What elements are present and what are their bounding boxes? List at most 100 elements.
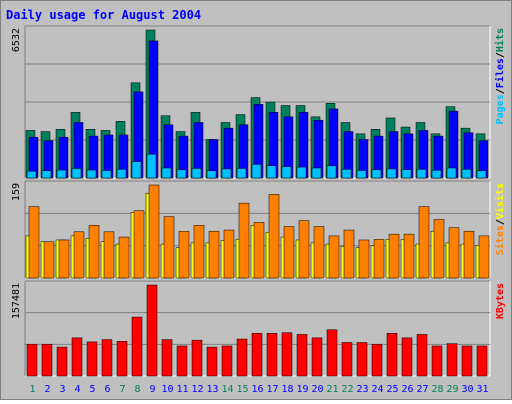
legend-sites-visits: Sites/Visits [494,183,506,255]
day-label-21: 21 [326,384,338,395]
bar-pages-day-8 [131,161,142,179]
day-label-3: 3 [59,384,65,395]
legend-item: / [495,52,506,58]
y-max-label: 157481 [11,283,22,319]
bar-kbytes-day-10 [161,339,173,377]
bar-pages-day-22 [341,169,352,179]
bar-sites-day-7 [118,236,130,279]
bar-sites-day-6 [103,231,115,279]
day-label-31: 31 [476,384,488,395]
bar-pages-day-11 [176,169,187,179]
bar-pages-day-10 [161,167,172,179]
bar-pages-day-13 [206,170,217,179]
bar-sites-day-12 [193,225,205,279]
bar-kbytes-day-18 [281,332,293,377]
bar-pages-day-9 [146,153,157,179]
bar-sites-day-4 [73,231,85,279]
bar-kbytes-day-7 [116,341,128,377]
bar-pages-day-30 [461,169,472,179]
bar-pages-day-20 [311,167,322,179]
bar-sites-day-1 [28,206,40,279]
bar-pages-day-2 [41,170,52,179]
bar-pages-day-25 [386,168,397,179]
bar-sites-day-9 [148,184,160,279]
bar-sites-day-20 [313,226,325,279]
bar-pages-day-24 [371,169,382,179]
bar-pages-day-4 [71,168,82,179]
day-label-8: 8 [134,384,140,395]
bar-pages-day-7 [116,169,127,179]
day-label-7: 7 [119,384,125,395]
bar-kbytes-day-26 [401,337,413,377]
legend-item: KBytes [495,283,506,319]
bar-sites-day-10 [163,216,175,279]
legend-item: / [495,219,506,225]
bar-kbytes-day-25 [386,332,398,377]
day-axis-labels: 1 2 3 4 5 6 7 8 9 10 11 12 13 14 15 16 17 18 19 20 21 22 23 24 2… [29,384,488,395]
panel-kbytes: 157481 KBytes [11,280,506,377]
bar-kbytes-day-4 [71,337,83,377]
day-label-4: 4 [74,384,80,395]
bar-pages-day-19 [296,166,307,179]
bar-sites-day-19 [298,220,310,279]
bar-pages-day-27 [416,169,427,179]
bar-pages-day-23 [356,170,367,179]
bar-sites-day-25 [388,233,400,279]
legend-item: Pages [495,94,506,124]
bar-pages-day-6 [101,170,112,179]
bar-pages-day-5 [86,169,97,179]
day-label-2: 2 [44,384,50,395]
day-label-11: 11 [176,384,188,395]
bar-kbytes-day-2 [41,343,53,377]
bar-sites-day-11 [178,230,190,279]
bar-kbytes-day-9 [146,284,158,377]
legend-item: Hits [494,28,506,52]
bar-kbytes-day-6 [101,339,113,377]
day-label-20: 20 [311,384,323,395]
bar-pages-day-14 [221,168,232,179]
bar-sites-day-29 [448,227,460,279]
legend-kbytes: KBytes [495,283,506,319]
bar-pages-day-3 [56,169,67,179]
day-label-15: 15 [236,384,248,395]
bar-sites-day-21 [328,235,340,279]
bar-pages-day-29 [446,167,457,179]
bar-kbytes-day-1 [26,343,38,377]
panel-sites-visits: 159 Sites/Visits [11,180,506,279]
day-label-5: 5 [89,384,95,395]
bar-kbytes-day-31 [476,345,488,377]
legend-item: / [495,88,506,94]
day-label-22: 22 [341,384,353,395]
bar-kbytes-day-3 [56,346,68,377]
bar-pages-day-18 [281,166,292,179]
bar-kbytes-day-29 [446,343,458,377]
bar-sites-day-22 [343,229,355,279]
day-label-17: 17 [266,384,278,395]
day-label-19: 19 [296,384,308,395]
bar-kbytes-day-14 [221,345,233,377]
bar-pages-day-26 [401,169,412,179]
bar-kbytes-day-21 [326,329,338,377]
y-max-label: 159 [11,183,22,201]
bar-sites-day-31 [478,235,490,279]
series-sites [28,184,490,279]
bar-kbytes-day-13 [206,346,218,377]
bar-sites-day-23 [358,239,370,279]
day-label-13: 13 [206,384,218,395]
bar-kbytes-day-30 [461,345,473,377]
day-label-12: 12 [191,384,203,395]
bar-pages-day-28 [431,170,442,179]
bar-sites-day-8 [133,210,145,279]
bar-sites-day-27 [418,206,430,279]
bar-sites-day-16 [253,222,265,279]
day-label-26: 26 [401,384,413,395]
bar-sites-day-5 [88,225,100,279]
day-label-29: 29 [446,384,458,395]
bar-pages-day-1 [26,170,37,179]
bar-sites-day-3 [58,239,70,279]
bar-kbytes-day-19 [296,334,308,377]
day-label-1: 1 [29,384,35,395]
